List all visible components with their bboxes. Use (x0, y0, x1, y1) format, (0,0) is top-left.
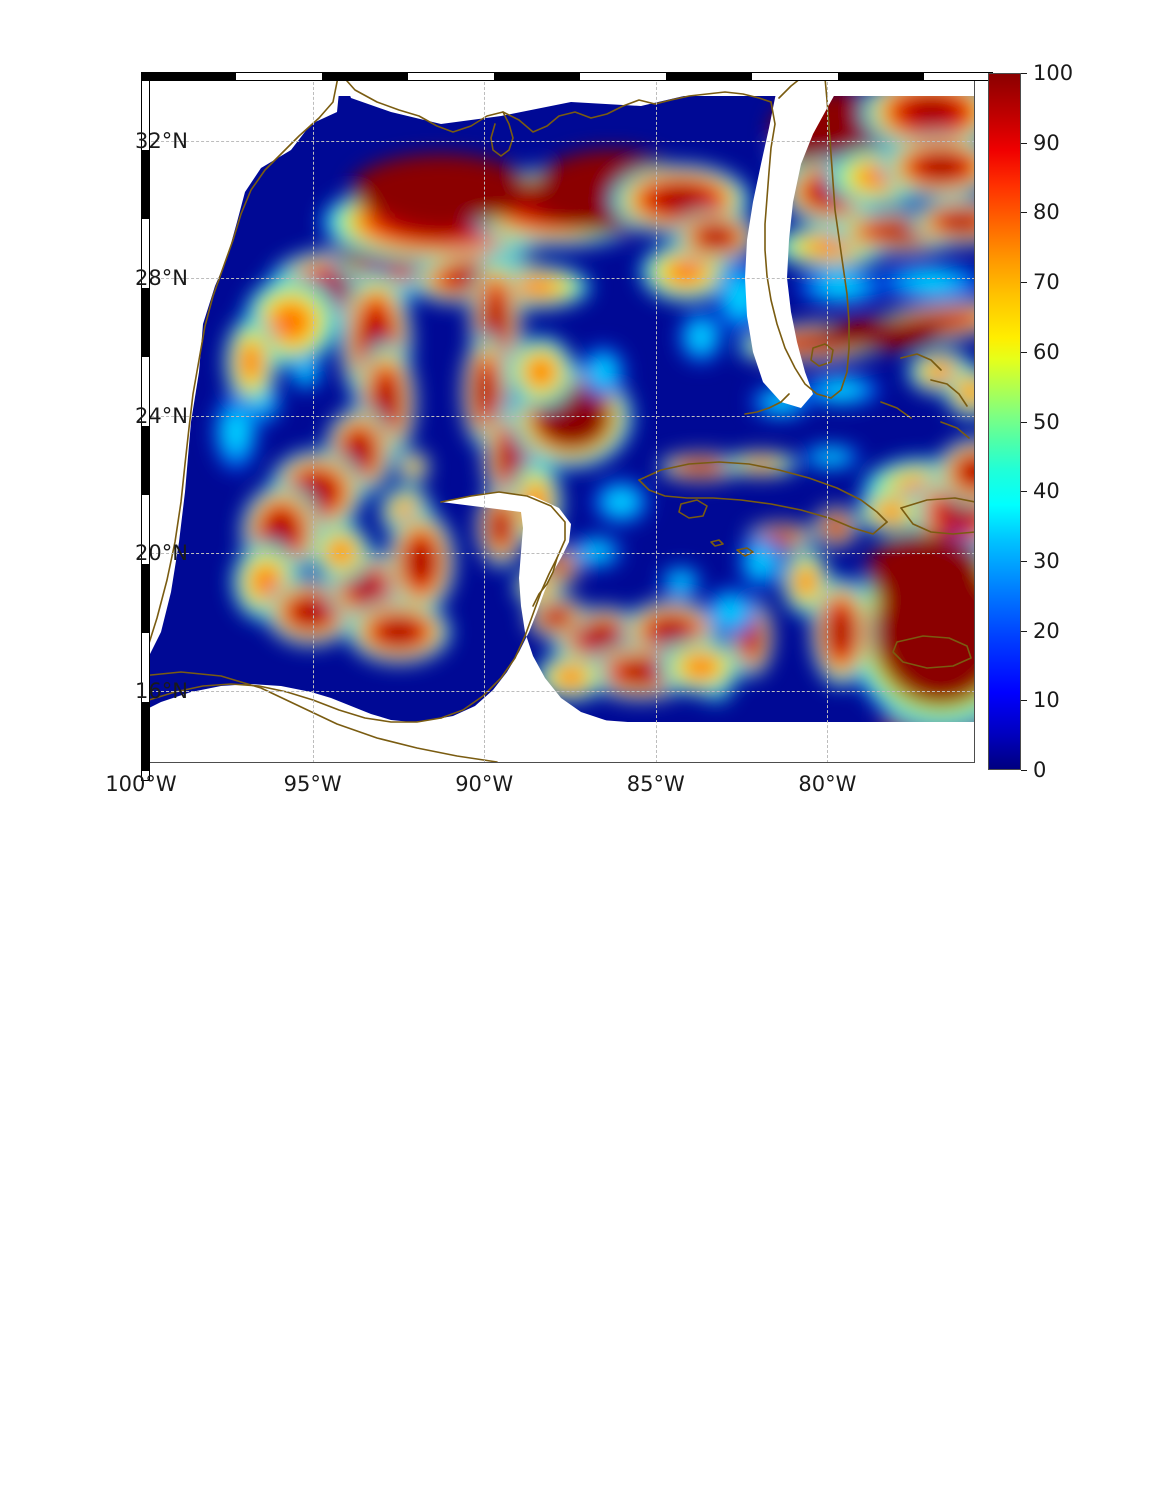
colorbar-label-40: 40 (1033, 479, 1060, 504)
colorbar-label-80: 80 (1033, 200, 1060, 225)
colorbar-gradient (988, 73, 1021, 770)
colorbar-tick-90 (1021, 142, 1027, 144)
colorbar-tick-30 (1021, 560, 1027, 562)
ytick-label-24N: 24°N (135, 403, 188, 428)
colorbar-tick-100 (1021, 73, 1027, 74)
ytick-label-28N: 28°N (135, 266, 188, 291)
colorbar-label-10: 10 (1033, 688, 1060, 713)
map-border-right (141, 72, 150, 1508)
ytick-label-16N: 16°N (135, 678, 188, 703)
colorbar-tick-0 (1021, 770, 1027, 771)
colorbar-label-0: 0 (1033, 758, 1047, 782)
map-axes[interactable] (141, 72, 993, 781)
ytick-label-20N: 20°N (135, 541, 188, 566)
colorbar-tick-50 (1021, 421, 1027, 423)
ytick-label-32N: 32°N (135, 128, 188, 153)
colorbar-tick-40 (1021, 491, 1027, 493)
colorbar[interactable]: 0 10 20 30 40 50 60 70 80 90 100 (988, 61, 1073, 782)
figure-canvas: 100°W 95°W 90°W 85°W 80°W 32°N 28°N 24°N… (105, 61, 1074, 796)
colorbar-tick-10 (1021, 700, 1027, 702)
colorbar-label-50: 50 (1033, 409, 1060, 434)
xtick-label-85W: 85°W (626, 772, 685, 796)
map-plot-area[interactable] (141, 72, 975, 763)
colorbar-label-30: 30 (1033, 548, 1060, 573)
colorbar-label-100: 100 (1033, 61, 1074, 85)
colorbar-label-60: 60 (1033, 339, 1060, 364)
colorbar-label-90: 90 (1033, 130, 1060, 155)
colorbar-tick-70 (1021, 282, 1027, 284)
colorbar-tick-80 (1021, 212, 1027, 214)
colorbar-label-70: 70 (1033, 270, 1060, 295)
xtick-label-100W: 100°W (105, 772, 177, 796)
data-heatmap-raster (141, 72, 975, 763)
colorbar-tick-60 (1021, 351, 1027, 353)
xtick-label-80W: 80°W (798, 772, 857, 796)
xtick-label-95W: 95°W (283, 772, 342, 796)
xtick-label-90W: 90°W (455, 772, 514, 796)
colorbar-tick-20 (1021, 630, 1027, 632)
colorbar-label-20: 20 (1033, 618, 1060, 643)
